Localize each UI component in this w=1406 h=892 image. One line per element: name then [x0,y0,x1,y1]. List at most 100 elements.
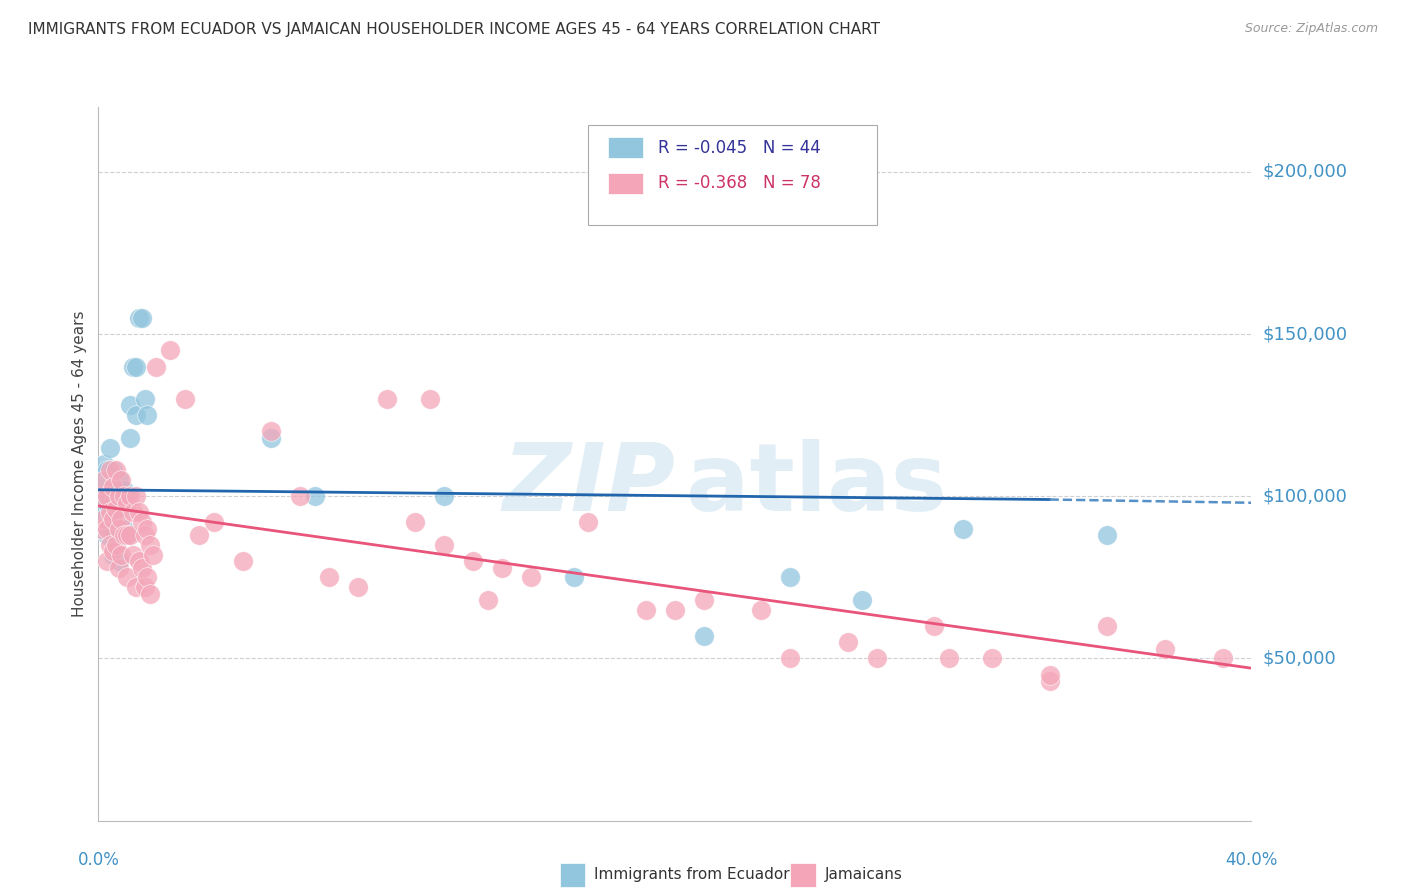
Point [125,359,148,374]
Point [98,522,121,536]
Text: 40.0%: 40.0% [1225,851,1278,869]
Point [318,570,340,584]
Point [1038,674,1062,689]
Point [779,570,801,584]
Point [90,473,112,487]
Point [952,522,974,536]
Point [107,489,129,503]
Point [104,506,127,520]
Point [578,515,600,529]
Text: $100,000: $100,000 [1263,487,1347,505]
Point [107,473,129,487]
Point [693,629,716,643]
Point [159,343,181,358]
Point [346,580,368,594]
Point [1038,667,1062,681]
Point [1212,651,1234,665]
Point [117,528,138,542]
Point [125,408,148,422]
Point [125,489,148,503]
Point [636,603,658,617]
Point [981,651,1004,665]
Point [131,515,153,529]
Text: $200,000: $200,000 [1263,163,1347,181]
Point [98,538,121,552]
Text: R = -0.045   N = 44: R = -0.045 N = 44 [658,139,820,157]
Point [107,496,129,510]
Point [851,593,873,607]
Point [188,528,211,542]
Text: Immigrants from Ecuador: Immigrants from Ecuador [595,867,790,881]
Point [98,489,121,503]
Point [134,580,156,594]
Point [112,528,135,542]
Point [96,554,118,568]
Point [112,483,135,497]
Point [131,310,153,325]
Text: Jamaicans: Jamaicans [825,867,903,881]
Point [938,651,960,665]
Point [96,528,118,542]
Point [101,512,124,526]
Point [96,489,118,503]
Point [98,441,121,455]
Point [122,548,145,562]
Point [93,512,115,526]
Point [90,522,112,536]
Point [96,463,118,477]
Point [922,619,945,633]
Text: $50,000: $50,000 [1263,649,1336,667]
Point [104,502,127,516]
Point [142,548,165,562]
Point [664,603,686,617]
Point [231,554,254,568]
Point [866,651,889,665]
Point [101,463,124,477]
Point [174,392,197,406]
Point [433,489,456,503]
Point [101,496,124,510]
Point [110,489,132,503]
Point [104,538,127,552]
Point [128,310,150,325]
Point [107,522,129,536]
Point [751,603,773,617]
Point [145,359,167,374]
Point [136,408,159,422]
Point [520,570,543,584]
Point [117,496,138,510]
Point [101,544,124,558]
Point [110,548,132,562]
Text: 0.0%: 0.0% [77,851,120,869]
Point [107,560,129,574]
Point [290,489,312,503]
Point [120,489,142,503]
Point [90,489,112,503]
Point [112,522,135,536]
Text: R = -0.368   N = 78: R = -0.368 N = 78 [658,175,821,193]
FancyBboxPatch shape [588,125,877,225]
Point [491,560,513,574]
Point [139,538,162,552]
Point [104,483,127,497]
Bar [790,863,815,887]
Point [202,515,225,529]
Point [128,506,150,520]
Y-axis label: Householder Income Ages 45 - 64 years: Householder Income Ages 45 - 64 years [72,310,87,617]
Bar [560,863,585,887]
Point [562,570,585,584]
Point [375,392,398,406]
Point [131,560,153,574]
Point [693,593,716,607]
Point [101,548,124,562]
Point [96,496,118,510]
Text: Source: ZipAtlas.com: Source: ZipAtlas.com [1244,22,1378,36]
Text: IMMIGRANTS FROM ECUADOR VS JAMAICAN HOUSEHOLDER INCOME AGES 45 - 64 YEARS CORREL: IMMIGRANTS FROM ECUADOR VS JAMAICAN HOUS… [28,22,880,37]
Point [433,538,456,552]
Point [93,473,115,487]
Text: $150,000: $150,000 [1263,325,1347,343]
Point [120,528,142,542]
Bar [607,173,643,194]
Point [98,506,121,520]
Point [117,528,138,542]
